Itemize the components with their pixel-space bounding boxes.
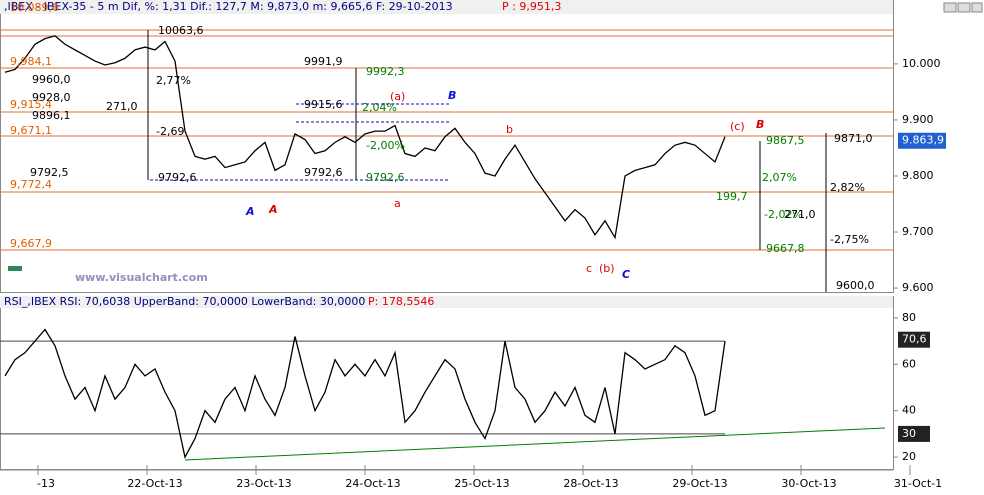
- annotation: 9871,0: [834, 132, 873, 145]
- series-line: [4, 328, 726, 459]
- x-tick-label: -13: [37, 477, 55, 490]
- header-text: ,IBEX - IBEX-35 - 5 m Dif, %: 1,31 Dif.:…: [4, 0, 453, 13]
- y-tick-label: 80: [902, 311, 916, 324]
- x-tick-label: 31-Oct-1: [894, 477, 942, 490]
- y-tick-label: 9.600: [902, 281, 934, 294]
- annotation: 9,667,9: [10, 237, 52, 250]
- x-tick-label: 28-Oct-13: [563, 477, 618, 490]
- annotation: A: [268, 203, 278, 216]
- header-price: P : 9,951,3: [502, 0, 561, 13]
- header-bar: [0, 0, 893, 14]
- annotation: 2,07%: [762, 171, 797, 184]
- minimize-button[interactable]: [943, 2, 957, 13]
- annotation: 10063,6: [158, 24, 204, 37]
- band-tag-label: 70,6: [902, 333, 927, 346]
- annotation: (c): [730, 120, 745, 133]
- last-price-label: 9.863,9: [902, 134, 944, 147]
- annotation: 10,089,6: [10, 1, 59, 14]
- annotation: 9667,8: [766, 242, 805, 255]
- y-tick-label: 9.800: [902, 169, 934, 182]
- annotation: 2,82%: [830, 181, 865, 194]
- annotation: 9960,0: [32, 73, 71, 86]
- maximize-button[interactable]: [957, 2, 971, 13]
- annotation: A: [245, 205, 255, 218]
- y-tick-label: 9.900: [902, 113, 934, 126]
- band-tag: [898, 331, 930, 348]
- series-line: [4, 35, 726, 240]
- annotation: 9792,6: [158, 171, 197, 184]
- trend-line: [184, 427, 886, 461]
- annotation: 9992,3: [366, 65, 405, 78]
- rsi-price: P: 178,5546: [368, 295, 434, 308]
- annotation: 2,77%: [156, 74, 191, 87]
- y-tick-label: 40: [902, 404, 916, 417]
- rsi-title: RSI_,IBEX RSI: 70,6038 UpperBand: 70,000…: [4, 295, 365, 308]
- close-button[interactable]: [971, 2, 983, 13]
- annotation: 9792,6: [366, 171, 405, 184]
- annotation: 9,915,4: [10, 98, 52, 111]
- annotation: -2,00%: [366, 139, 405, 152]
- x-tick-label: 23-Oct-13: [236, 477, 291, 490]
- annotation: (b): [599, 262, 615, 275]
- annotation: -2,69: [156, 125, 184, 138]
- y-tick-label: 9.700: [902, 225, 934, 238]
- annotation: 9991,9: [304, 55, 343, 68]
- x-tick-label: 25-Oct-13: [454, 477, 509, 490]
- annotation: 9792,6: [304, 166, 343, 179]
- annotation: 9928,0: [32, 91, 71, 104]
- rsi-header-bar: [0, 296, 893, 308]
- annotation: 9,984,1: [10, 55, 52, 68]
- annotation: a: [394, 197, 401, 210]
- annotation: 9792,5: [30, 166, 69, 179]
- annotation: (a): [390, 90, 405, 103]
- annotation: 199,7: [716, 190, 748, 203]
- band-tag-label: 30: [902, 427, 916, 440]
- annotation: 9867,5: [766, 134, 805, 147]
- annotation: 9600,0: [836, 279, 875, 292]
- annotation: -2,75%: [830, 233, 869, 246]
- annotation: 271,0: [784, 208, 816, 221]
- annotation: B: [756, 118, 764, 131]
- y-tick-label: 20: [902, 450, 916, 463]
- y-tick-label: 60: [902, 357, 916, 370]
- indicator-icon: [8, 266, 22, 271]
- annotation: c: [586, 262, 592, 275]
- annotation: B: [448, 89, 456, 102]
- annotation: C: [622, 268, 630, 281]
- watermark: www.visualchart.com: [75, 271, 208, 284]
- band-tag: [898, 425, 930, 442]
- annotation: 271,0: [106, 100, 138, 113]
- annotation: 9896,1: [32, 109, 71, 122]
- x-tick-label: 30-Oct-13: [781, 477, 836, 490]
- x-tick-label: 24-Oct-13: [345, 477, 400, 490]
- last-price-tag: [898, 132, 946, 149]
- annotation: -2,02%: [764, 208, 803, 221]
- x-tick-label: 29-Oct-13: [672, 477, 727, 490]
- x-tick-label: 22-Oct-13: [127, 477, 182, 490]
- annotation: b: [506, 123, 513, 136]
- y-tick-label: 10.000: [902, 57, 941, 70]
- annotation: 9,772,4: [10, 178, 52, 191]
- annotation: 9,671,1: [10, 124, 52, 137]
